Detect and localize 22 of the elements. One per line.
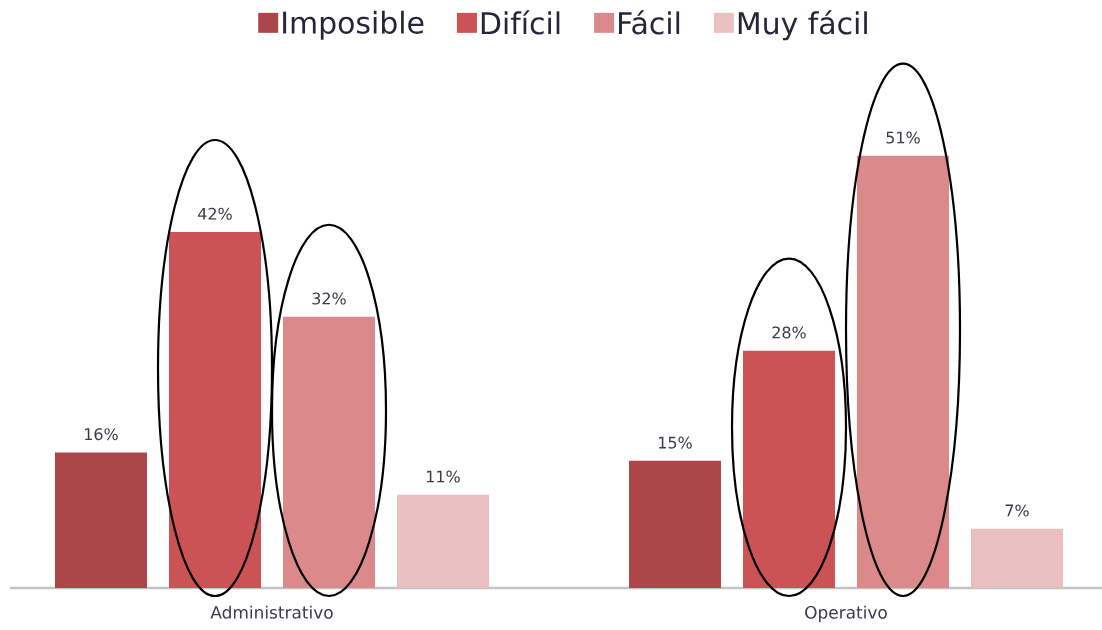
bar bbox=[396, 494, 489, 588]
bar bbox=[54, 452, 147, 588]
x-tick-label: Administrativo bbox=[210, 605, 333, 619]
legend-label: Imposible bbox=[283, 10, 424, 40]
bar bbox=[168, 232, 261, 588]
legend-label: Fácil bbox=[619, 10, 680, 35]
data-label: 7% bbox=[1005, 504, 1029, 517]
data-label: 42% bbox=[198, 207, 232, 220]
bar bbox=[282, 316, 375, 588]
data-label: 51% bbox=[886, 131, 920, 144]
bar bbox=[628, 460, 721, 588]
data-label: 16% bbox=[85, 428, 118, 441]
bar bbox=[742, 350, 835, 588]
data-label: 32% bbox=[312, 292, 346, 305]
legend-label: Difícil bbox=[481, 10, 560, 35]
data-label: 11% bbox=[427, 470, 460, 483]
legend-label: Muy fácil bbox=[738, 10, 867, 41]
data-label: 15% bbox=[659, 436, 692, 449]
bar bbox=[856, 155, 949, 588]
x-tick-label: Operativo bbox=[805, 605, 887, 623]
data-label: 28% bbox=[772, 326, 806, 339]
bar bbox=[970, 528, 1063, 588]
